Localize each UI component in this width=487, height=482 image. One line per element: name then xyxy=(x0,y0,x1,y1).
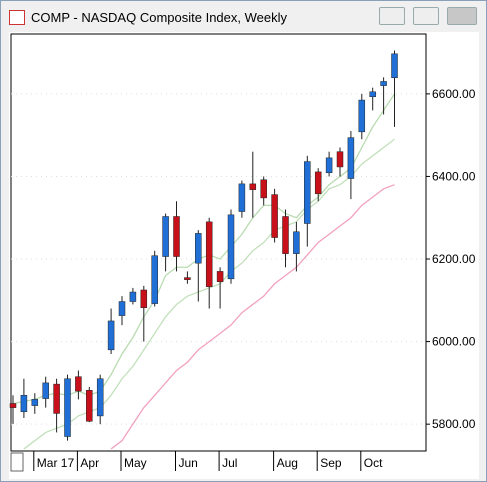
candle-body xyxy=(271,194,278,238)
candle-body xyxy=(86,390,93,422)
candle-body xyxy=(140,289,148,308)
moving-average-line xyxy=(12,93,396,405)
candle-body xyxy=(107,320,115,351)
y-tick-label: 6000.00 xyxy=(432,335,476,349)
y-tick-label: 5800.00 xyxy=(432,417,476,431)
candle-body xyxy=(260,179,267,199)
candle-body xyxy=(184,277,191,280)
x-tick-label: Sep xyxy=(320,456,342,470)
candle-body xyxy=(64,378,71,437)
x-tick-label: Apr xyxy=(80,456,99,470)
window-title: COMP - NASDAQ Composite Index, Weekly xyxy=(31,10,287,25)
candle-body xyxy=(391,53,398,79)
candle-body xyxy=(151,255,158,304)
moving-average-line xyxy=(110,184,395,450)
x-tick-label: Mar 17 xyxy=(37,456,75,470)
candle-body xyxy=(195,233,202,264)
candle-body xyxy=(380,81,387,86)
candle-body xyxy=(173,216,180,257)
candle-body xyxy=(75,376,82,392)
corner-box xyxy=(10,452,24,472)
candle-body xyxy=(9,403,17,408)
candle-body xyxy=(314,171,322,195)
candle-body xyxy=(205,221,213,287)
candle-body xyxy=(96,378,104,417)
candle-body xyxy=(304,161,311,224)
candle-body xyxy=(347,137,355,179)
y-tick-label: 6600.00 xyxy=(432,87,476,101)
candle-body xyxy=(129,291,137,302)
plot-frame xyxy=(10,33,427,452)
x-tick-label: Oct xyxy=(364,456,383,470)
candle-body xyxy=(282,216,289,254)
candle-body xyxy=(31,399,39,406)
candle-body xyxy=(336,151,344,168)
chart: 5800.00 6000.00 6200.00 6400.00 6600.00 Mar 1… xyxy=(9,32,479,479)
y-tick-label: 6200.00 xyxy=(432,252,476,266)
candle-body xyxy=(369,91,376,98)
candle-body xyxy=(53,383,60,414)
candle-body xyxy=(42,382,49,399)
candle-body xyxy=(216,271,224,282)
x-tick-label: Jul xyxy=(222,456,237,470)
x-tick-label: Jun xyxy=(179,456,198,470)
minimize-button[interactable] xyxy=(379,7,405,25)
candle-body xyxy=(249,183,257,190)
candle-body xyxy=(118,301,126,316)
app-icon xyxy=(9,10,25,25)
maximize-button[interactable] xyxy=(413,7,439,25)
x-tick-label: May xyxy=(124,456,147,470)
candle-body xyxy=(162,216,169,257)
candle-body xyxy=(358,99,366,133)
y-tick-label: 6400.00 xyxy=(432,169,476,183)
candle-body xyxy=(227,214,235,280)
candle-body xyxy=(293,231,300,254)
candle-body xyxy=(20,395,28,413)
candle-body xyxy=(238,183,246,212)
candle-body xyxy=(325,157,333,173)
x-tick-label: Aug xyxy=(277,456,298,470)
close-button[interactable] xyxy=(447,7,477,25)
